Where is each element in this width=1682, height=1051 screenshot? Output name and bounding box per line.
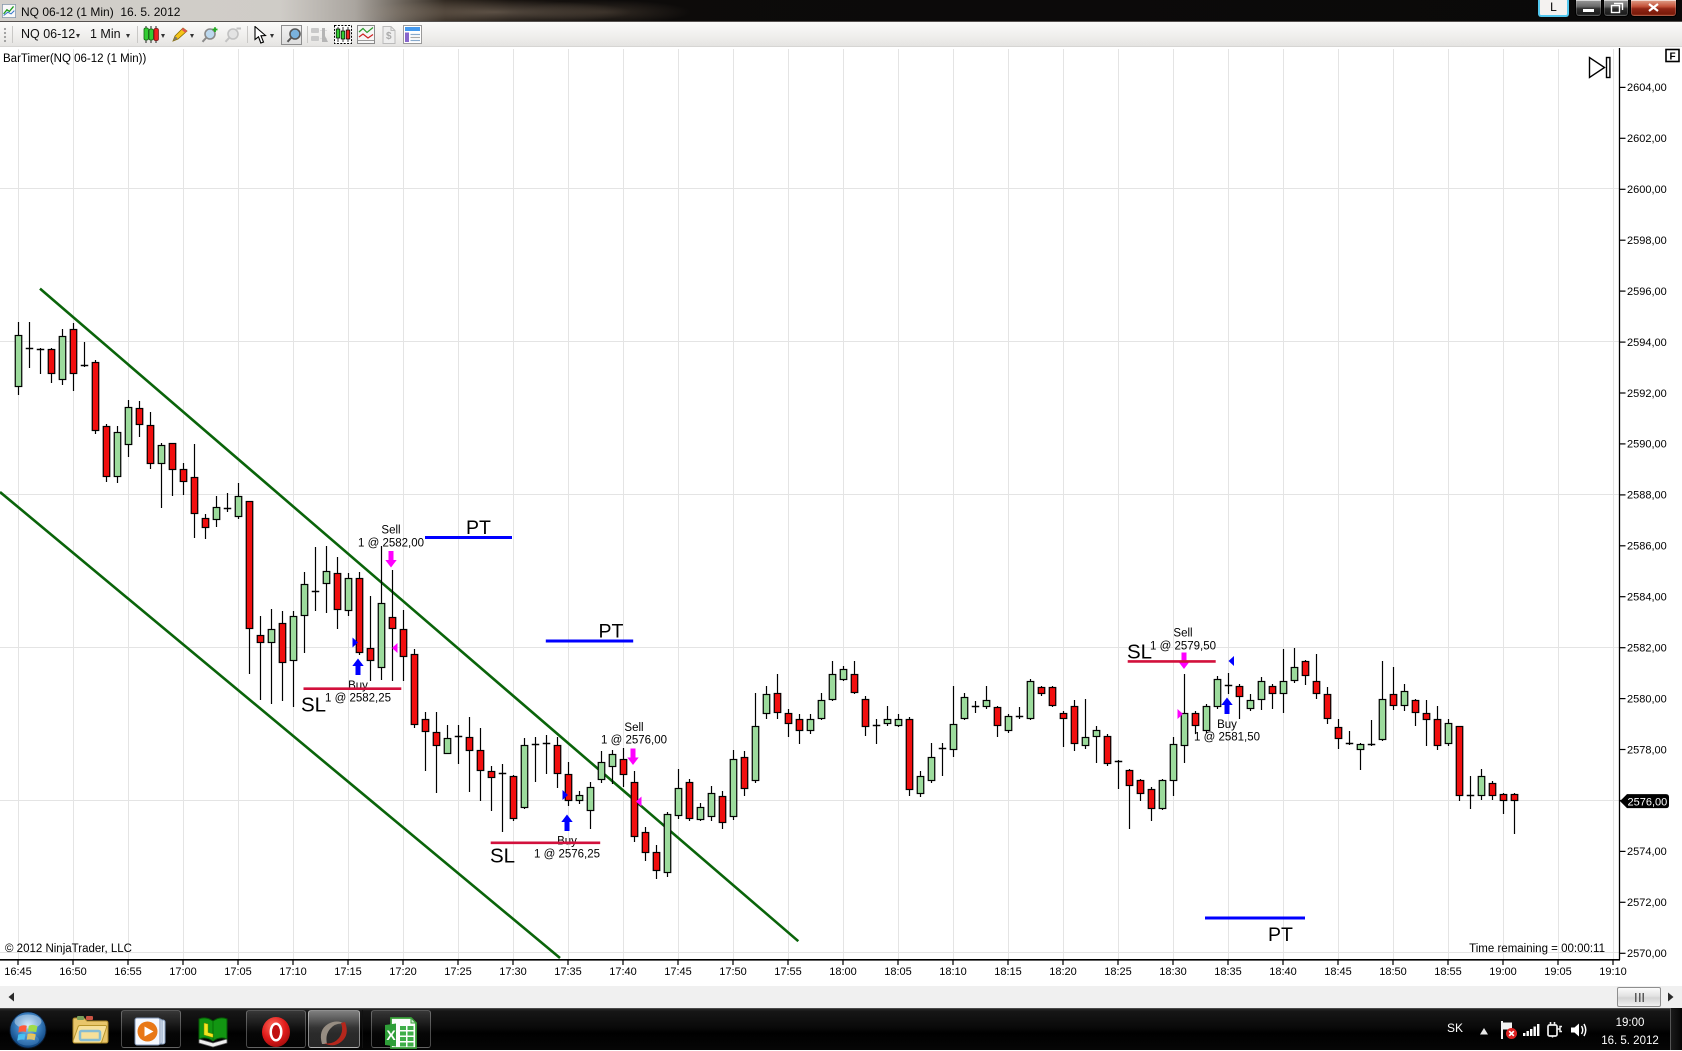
svg-text:PT: PT [599, 621, 624, 643]
svg-text:18:45: 18:45 [1324, 966, 1352, 978]
svg-text:16:50: 16:50 [59, 966, 87, 978]
svg-text:2572,00: 2572,00 [1627, 897, 1667, 909]
svg-text:19:10: 19:10 [1599, 966, 1627, 978]
svg-text:17:25: 17:25 [444, 966, 472, 978]
svg-text:BarTimer(NQ 06-12 (1 Min)): BarTimer(NQ 06-12 (1 Min)) [3, 53, 147, 65]
svg-text:17:55: 17:55 [774, 966, 802, 978]
svg-text:17:45: 17:45 [664, 966, 692, 978]
svg-text:17:00: 17:00 [169, 966, 197, 978]
svg-text:2588,00: 2588,00 [1627, 490, 1667, 502]
svg-text:18:40: 18:40 [1269, 966, 1297, 978]
svg-text:Buy: Buy [1217, 719, 1237, 731]
svg-text:2604,00: 2604,00 [1627, 82, 1667, 94]
svg-text:17:10: 17:10 [279, 966, 307, 978]
svg-text:2602,00: 2602,00 [1627, 133, 1667, 145]
svg-text:1 @ 2582,25: 1 @ 2582,25 [325, 693, 391, 705]
svg-text:SL: SL [1127, 641, 1152, 664]
svg-text:19:00: 19:00 [1489, 966, 1517, 978]
svg-text:1 @ 2579,50: 1 @ 2579,50 [1150, 641, 1216, 653]
svg-text:18:30: 18:30 [1159, 966, 1187, 978]
svg-text:PT: PT [466, 517, 491, 539]
svg-text:Sell: Sell [381, 525, 400, 537]
svg-text:1 @ 2581,50: 1 @ 2581,50 [1194, 732, 1260, 744]
svg-text:18:55: 18:55 [1434, 966, 1462, 978]
svg-text:16:55: 16:55 [114, 966, 142, 978]
svg-text:F: F [1670, 52, 1676, 63]
svg-text:© 2012 NinjaTrader, LLC: © 2012 NinjaTrader, LLC [5, 943, 132, 955]
svg-text:PT: PT [1268, 924, 1293, 946]
svg-text:Time remaining = 00:00:11: Time remaining = 00:00:11 [1469, 943, 1605, 955]
svg-text:2586,00: 2586,00 [1627, 541, 1667, 553]
svg-text:2582,00: 2582,00 [1627, 643, 1667, 655]
svg-text:16:45: 16:45 [4, 966, 32, 978]
svg-text:SL: SL [490, 845, 515, 868]
svg-text:2570,00: 2570,00 [1627, 948, 1667, 960]
svg-text:17:40: 17:40 [609, 966, 637, 978]
svg-text:2600,00: 2600,00 [1627, 184, 1667, 196]
svg-text:18:00: 18:00 [829, 966, 857, 978]
svg-text:2596,00: 2596,00 [1627, 286, 1667, 298]
svg-text:2590,00: 2590,00 [1627, 439, 1667, 451]
svg-text:Sell: Sell [1173, 628, 1192, 640]
svg-text:18:05: 18:05 [884, 966, 912, 978]
svg-text:17:05: 17:05 [224, 966, 252, 978]
svg-text:2594,00: 2594,00 [1627, 337, 1667, 349]
svg-text:18:20: 18:20 [1049, 966, 1077, 978]
svg-text:Sell: Sell [624, 722, 643, 734]
svg-text:X: X [386, 1027, 396, 1043]
svg-text:$: $ [386, 31, 392, 42]
svg-text:SL: SL [301, 694, 326, 717]
svg-text:2584,00: 2584,00 [1627, 592, 1667, 604]
svg-text:18:15: 18:15 [994, 966, 1022, 978]
svg-text:18:10: 18:10 [939, 966, 967, 978]
svg-text:2574,00: 2574,00 [1627, 846, 1667, 858]
svg-text:18:35: 18:35 [1214, 966, 1242, 978]
svg-text:1 @ 2576,00: 1 @ 2576,00 [601, 735, 667, 747]
svg-text:Buy: Buy [348, 680, 368, 692]
svg-text:17:20: 17:20 [389, 966, 417, 978]
svg-text:18:50: 18:50 [1379, 966, 1407, 978]
svg-text:2580,00: 2580,00 [1627, 693, 1667, 705]
svg-text:1 @ 2582,00: 1 @ 2582,00 [358, 538, 424, 550]
svg-text:2598,00: 2598,00 [1627, 235, 1667, 247]
svg-text:19:05: 19:05 [1544, 966, 1572, 978]
svg-text:17:35: 17:35 [554, 966, 582, 978]
svg-text:2576,00: 2576,00 [1628, 797, 1668, 809]
svg-text:2592,00: 2592,00 [1627, 388, 1667, 400]
svg-text:17:30: 17:30 [499, 966, 527, 978]
svg-text:17:15: 17:15 [334, 966, 362, 978]
svg-text:2578,00: 2578,00 [1627, 744, 1667, 756]
svg-text:17:50: 17:50 [719, 966, 747, 978]
svg-text:18:25: 18:25 [1104, 966, 1132, 978]
svg-text:1 @ 2576,25: 1 @ 2576,25 [534, 849, 600, 861]
